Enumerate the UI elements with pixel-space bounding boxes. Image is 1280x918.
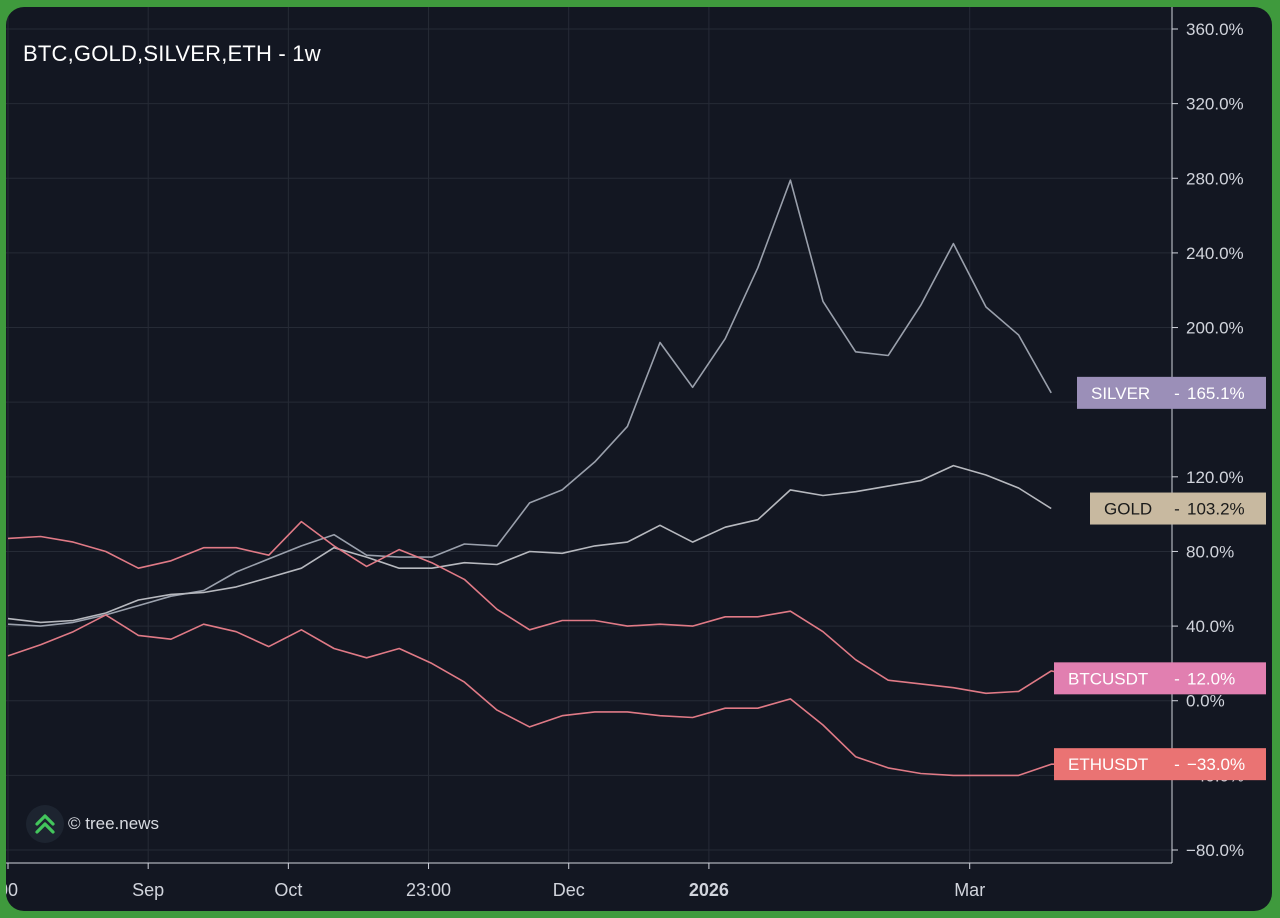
tree-news-logo-icon [26,805,64,843]
x-axis-ticks: 00 Sep Oct 23:00 Dec 2026 Mar [6,863,985,900]
x-tick-label: 00 [6,880,18,900]
badge-btcusdt: BTCUSDT -12.0% [1054,662,1266,695]
badge-silver: SILVER -165.1% [1077,376,1266,409]
y-axis-ticks: −80.0%−40.0%0.0%40.0%80.0%120.0%160.0%20… [1172,20,1244,860]
x-tick-label: Mar [954,880,985,900]
badge-value: 12.0% [1187,669,1235,688]
badge-gold: GOLD -103.2% [1090,492,1266,525]
x-tick-label: 2026 [689,880,729,900]
badge-value: 103.2% [1187,500,1245,519]
y-tick-label: 280.0% [1186,169,1244,188]
y-tick-label: 320.0% [1186,95,1244,114]
last-value-badges: SILVER -165.1%GOLD -103.2%BTCUSDT -12.0%ETH… [1054,376,1266,781]
badge-separator: - [1174,669,1180,688]
axes [6,7,1173,864]
x-tick-label: Sep [132,880,164,900]
badge-background [1054,662,1266,695]
badge-value: −33.0% [1187,755,1245,774]
badge-background [1090,492,1266,525]
series-line-gold [7,464,1052,624]
badge-name: ETHUSDT [1068,755,1148,774]
badge-separator: - [1174,500,1180,519]
badge-separator: - [1174,755,1180,774]
badge-name: SILVER [1091,384,1150,403]
badge-ethusdt: ETHUSDT - −33.0% [1054,748,1266,781]
watermark-text: © tree.news [68,814,159,833]
series-lines [7,179,1084,777]
y-tick-label: 120.0% [1186,468,1244,487]
y-tick-label: 80.0% [1186,542,1234,561]
badge-background [1077,376,1266,409]
chart-panel: −80.0%−40.0%0.0%40.0%80.0%120.0%160.0%20… [6,7,1272,911]
x-tick-label: Oct [274,880,302,900]
y-tick-label: 0.0% [1186,692,1225,711]
y-tick-label: 360.0% [1186,20,1244,39]
series-line-ethusdt [7,614,1084,777]
y-tick-label: 200.0% [1186,319,1244,338]
badge-background [1054,748,1266,781]
x-tick-label: 23:00 [406,880,451,900]
badge-value: 165.1% [1187,384,1245,403]
y-tick-label: 40.0% [1186,617,1234,636]
badge-name: GOLD [1104,500,1152,519]
y-tick-label: −80.0% [1186,841,1244,860]
series-line-btcusdt [7,520,1084,695]
watermark: © tree.news [26,804,159,844]
badge-name: BTCUSDT [1068,669,1148,688]
chart-canvas[interactable]: −80.0%−40.0%0.0%40.0%80.0%120.0%160.0%20… [6,7,1272,911]
grid-lines [6,7,1172,863]
badge-separator: - [1174,384,1180,403]
y-tick-label: 240.0% [1186,244,1244,263]
series-line-silver [7,179,1052,627]
chart-title: BTC,GOLD,SILVER,ETH - 1w [23,41,321,66]
x-tick-label: Dec [553,880,585,900]
